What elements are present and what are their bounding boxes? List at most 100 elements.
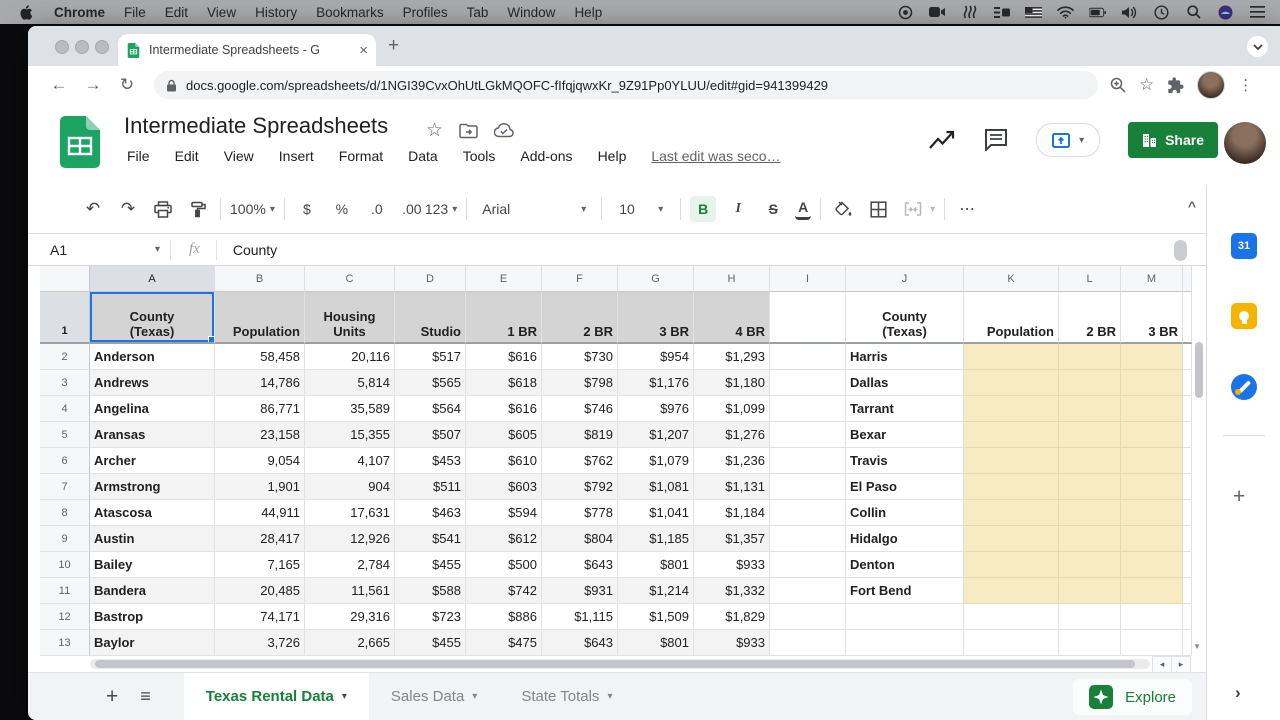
cell-d13[interactable]: $455: [395, 630, 466, 656]
cell-l7[interactable]: [1059, 474, 1121, 500]
header-cell-m1[interactable]: 3 BR: [1121, 292, 1183, 344]
borders-button[interactable]: [865, 196, 891, 222]
cell-f11[interactable]: $931: [542, 578, 618, 604]
reload-button[interactable]: ↻: [119, 75, 135, 94]
cell-partial-6[interactable]: [1183, 448, 1192, 474]
cell-m2[interactable]: [1121, 344, 1183, 370]
select-all-corner[interactable]: [40, 266, 90, 292]
move-to-folder-icon[interactable]: [459, 123, 478, 139]
cell-partial-11[interactable]: [1183, 578, 1192, 604]
cell-h9[interactable]: $1,357: [694, 526, 770, 552]
name-box[interactable]: A1 ▾: [28, 242, 170, 258]
cell-partial-3[interactable]: [1183, 370, 1192, 396]
cell-d8[interactable]: $463: [395, 500, 466, 526]
cell-m7[interactable]: [1121, 474, 1183, 500]
cell-b2[interactable]: 58,458: [215, 344, 305, 370]
cell-b11[interactable]: 20,485: [215, 578, 305, 604]
cell-d5[interactable]: $507: [395, 422, 466, 448]
cell-c5[interactable]: 15,355: [305, 422, 395, 448]
cell-b6[interactable]: 9,054: [215, 448, 305, 474]
cell-h2[interactable]: $1,293: [694, 344, 770, 370]
cell-m5[interactable]: [1121, 422, 1183, 448]
cell-f10[interactable]: $643: [542, 552, 618, 578]
redo-button[interactable]: ↷: [120, 199, 136, 218]
doc-menu-file[interactable]: File: [127, 148, 150, 164]
bold-button[interactable]: B: [690, 196, 717, 222]
account-avatar[interactable]: [1224, 122, 1266, 164]
sheets-logo[interactable]: [60, 116, 100, 168]
cell-d2[interactable]: $517: [395, 344, 466, 370]
cell-e5[interactable]: $605: [466, 422, 542, 448]
battery-icon[interactable]: [1089, 4, 1106, 20]
cell-d6[interactable]: $453: [395, 448, 466, 474]
cell-b13[interactable]: 3,726: [215, 630, 305, 656]
horizontal-scrollbar[interactable]: [95, 660, 1135, 668]
cell-k13[interactable]: [964, 630, 1059, 656]
cell-j8[interactable]: Collin: [846, 500, 964, 526]
cell-m12[interactable]: [1121, 604, 1183, 630]
cell-h13[interactable]: $933: [694, 630, 770, 656]
menubar-item-history[interactable]: History: [255, 4, 298, 20]
header-cell-b1[interactable]: Population: [215, 292, 305, 344]
column-header-e[interactable]: E: [466, 266, 542, 292]
header-cell-c1[interactable]: Housing Units: [305, 292, 395, 344]
cell-a11[interactable]: Bandera: [90, 578, 215, 604]
cell-g11[interactable]: $1,214: [618, 578, 694, 604]
cell-m8[interactable]: [1121, 500, 1183, 526]
header-cell-k1[interactable]: Population: [964, 292, 1059, 344]
row-header-13[interactable]: 13: [40, 630, 90, 656]
column-header-i[interactable]: I: [770, 266, 846, 292]
column-header-b[interactable]: B: [215, 266, 305, 292]
scroll-left-button[interactable]: ◂: [1152, 656, 1172, 673]
new-tab-button[interactable]: +: [388, 35, 400, 56]
cell-k8[interactable]: [964, 500, 1059, 526]
apple-menu-icon[interactable]: [18, 4, 35, 20]
menubar-item-edit[interactable]: Edit: [164, 4, 189, 20]
shortcuts-icon[interactable]: [961, 4, 978, 20]
cell-b10[interactable]: 7,165: [215, 552, 305, 578]
cell-g6[interactable]: $1,079: [618, 448, 694, 474]
cell-j11[interactable]: Fort Bend: [846, 578, 964, 604]
cell-i3[interactable]: [770, 370, 846, 396]
column-header-h[interactable]: H: [694, 266, 770, 292]
cell-i8[interactable]: [770, 500, 846, 526]
cell-d7[interactable]: $511: [395, 474, 466, 500]
add-sheet-button[interactable]: +: [106, 684, 119, 708]
cell-partial-9[interactable]: [1183, 526, 1192, 552]
italic-button[interactable]: I: [735, 201, 741, 216]
cell-f5[interactable]: $819: [542, 422, 618, 448]
cell-d11[interactable]: $588: [395, 578, 466, 604]
decrease-decimal-button[interactable]: .0: [371, 201, 383, 217]
cell-m4[interactable]: [1121, 396, 1183, 422]
row-header-10[interactable]: 10: [40, 552, 90, 578]
cell-c4[interactable]: 35,589: [305, 396, 395, 422]
increase-decimal-button[interactable]: .00: [402, 201, 422, 217]
row-header-5[interactable]: 5: [40, 422, 90, 448]
row-header-9[interactable]: 9: [40, 526, 90, 552]
cell-m11[interactable]: [1121, 578, 1183, 604]
scrollbar-top-nub[interactable]: [1174, 240, 1187, 261]
cell-i11[interactable]: [770, 578, 846, 604]
header-cell-h1[interactable]: 4 BR: [694, 292, 770, 344]
cell-e4[interactable]: $616: [466, 396, 542, 422]
row-header-6[interactable]: 6: [40, 448, 90, 474]
cell-i5[interactable]: [770, 422, 846, 448]
cell-l11[interactable]: [1059, 578, 1121, 604]
zoom-select[interactable]: 100% ▾: [230, 201, 275, 217]
cell-c8[interactable]: 17,631: [305, 500, 395, 526]
cell-h8[interactable]: $1,184: [694, 500, 770, 526]
cell-b4[interactable]: 86,771: [215, 396, 305, 422]
cell-c9[interactable]: 12,926: [305, 526, 395, 552]
cell-i9[interactable]: [770, 526, 846, 552]
menubar-item-file[interactable]: File: [124, 4, 146, 20]
cell-h12[interactable]: $1,829: [694, 604, 770, 630]
menubar-app-name[interactable]: Chrome: [54, 4, 106, 20]
cell-j7[interactable]: El Paso: [846, 474, 964, 500]
cell-j12[interactable]: [846, 604, 964, 630]
cell-h3[interactable]: $1,180: [694, 370, 770, 396]
column-header-j[interactable]: J: [846, 266, 964, 292]
star-document-icon[interactable]: ☆: [426, 120, 444, 141]
cell-f8[interactable]: $778: [542, 500, 618, 526]
doc-menu-insert[interactable]: Insert: [278, 148, 314, 164]
record-icon[interactable]: [897, 4, 914, 20]
